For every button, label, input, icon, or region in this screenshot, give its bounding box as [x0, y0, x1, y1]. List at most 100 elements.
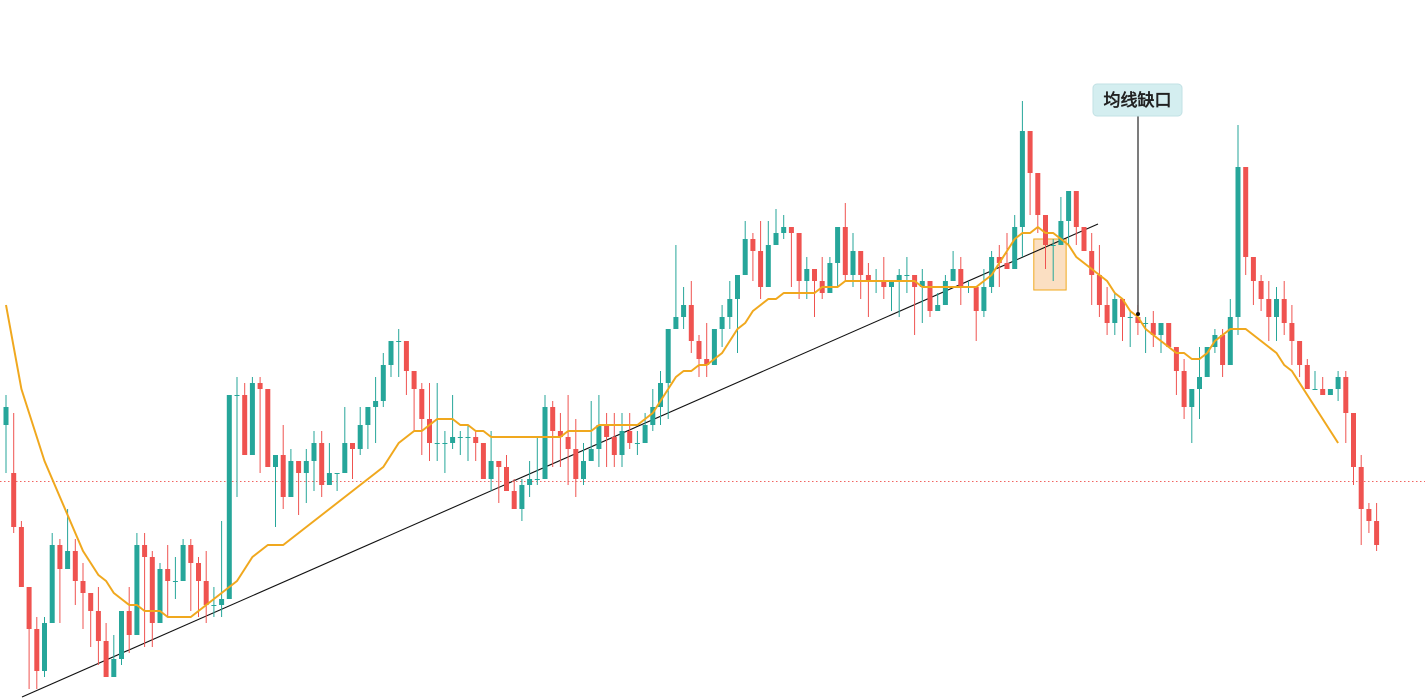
candle-body [565, 437, 571, 449]
candle-body [1027, 131, 1033, 173]
candle-body [1096, 275, 1102, 305]
candle-body [1281, 299, 1287, 323]
candle [557, 413, 563, 467]
candle-body [504, 467, 509, 491]
candle-body [26, 587, 32, 629]
candle-body [942, 281, 948, 305]
candle-body [596, 425, 602, 449]
candle [1096, 245, 1102, 317]
candle-body [203, 581, 209, 605]
candle-body [88, 593, 94, 611]
candle [257, 377, 263, 473]
candle-body [234, 395, 240, 396]
candle [1258, 275, 1264, 311]
candle [26, 587, 32, 689]
candle [1289, 305, 1295, 365]
candle-body [342, 443, 348, 473]
candle-body [357, 425, 363, 449]
candle [1351, 413, 1356, 485]
candle-body [642, 425, 648, 443]
candle [696, 335, 702, 377]
candle-body [1058, 221, 1064, 245]
candle-body [80, 581, 86, 593]
candle-body [1012, 227, 1018, 269]
candle-body [858, 251, 864, 275]
candle-body [434, 443, 440, 444]
candle [1266, 281, 1272, 341]
candle-body [165, 569, 171, 581]
candle-body [1320, 389, 1326, 395]
candle [1127, 311, 1133, 347]
candle [1189, 389, 1195, 443]
candle-body [311, 443, 317, 461]
candle [42, 617, 47, 677]
candle-body [273, 455, 278, 467]
annotation-label-box [1092, 83, 1183, 117]
candle [750, 233, 756, 281]
candle-body [1204, 347, 1210, 377]
candle [550, 401, 556, 467]
candle [704, 323, 710, 377]
candle [1304, 359, 1310, 389]
candle [1343, 371, 1349, 443]
candle-body [1343, 377, 1349, 413]
candle-body [1158, 323, 1164, 335]
candle [1027, 131, 1033, 215]
candle-body [450, 437, 456, 443]
candle [1150, 311, 1156, 347]
candle-body [1104, 305, 1110, 323]
candle-body [1019, 131, 1025, 227]
candle [488, 431, 494, 491]
candle [388, 341, 394, 377]
candle [365, 407, 371, 449]
candle [242, 383, 248, 455]
candle [111, 635, 117, 677]
candle [11, 413, 17, 533]
gap-highlight-box [1033, 238, 1067, 291]
candle [265, 389, 271, 467]
candle-body [981, 287, 987, 311]
candle-body [1081, 227, 1087, 251]
candle [1112, 293, 1118, 335]
candle-body [18, 527, 24, 587]
candle [149, 551, 155, 647]
candle [157, 563, 163, 623]
candle-body [557, 431, 563, 437]
candle-body [1043, 215, 1048, 245]
candle-body [611, 437, 617, 455]
candle [88, 593, 94, 647]
candle-body [896, 275, 902, 281]
candle [1374, 503, 1380, 551]
candle [581, 443, 586, 485]
candle-body [996, 257, 1002, 263]
candle-body [350, 443, 355, 449]
candle-body [650, 407, 656, 425]
candle-body [226, 395, 232, 599]
candle [427, 383, 432, 461]
candle-body [1143, 323, 1149, 324]
candle [57, 539, 63, 623]
candle-body [480, 443, 486, 479]
candle [311, 431, 317, 491]
candle [1143, 317, 1149, 353]
candle-body [812, 269, 817, 281]
candle [465, 425, 471, 461]
candle-body [773, 233, 779, 245]
candle-body [704, 359, 710, 365]
candle [596, 395, 602, 467]
candle [403, 341, 409, 395]
candle-body [1089, 251, 1095, 275]
candle-body [1189, 389, 1195, 407]
candle-body [804, 269, 810, 281]
candle [419, 383, 425, 455]
candle [511, 479, 517, 509]
candle [665, 329, 671, 419]
candle [334, 473, 340, 491]
candle [1166, 323, 1172, 347]
candle-body [265, 389, 271, 467]
candle [904, 257, 910, 293]
candle-body [827, 263, 833, 293]
candle [604, 413, 610, 467]
candle [765, 221, 771, 287]
candle [1235, 125, 1241, 335]
